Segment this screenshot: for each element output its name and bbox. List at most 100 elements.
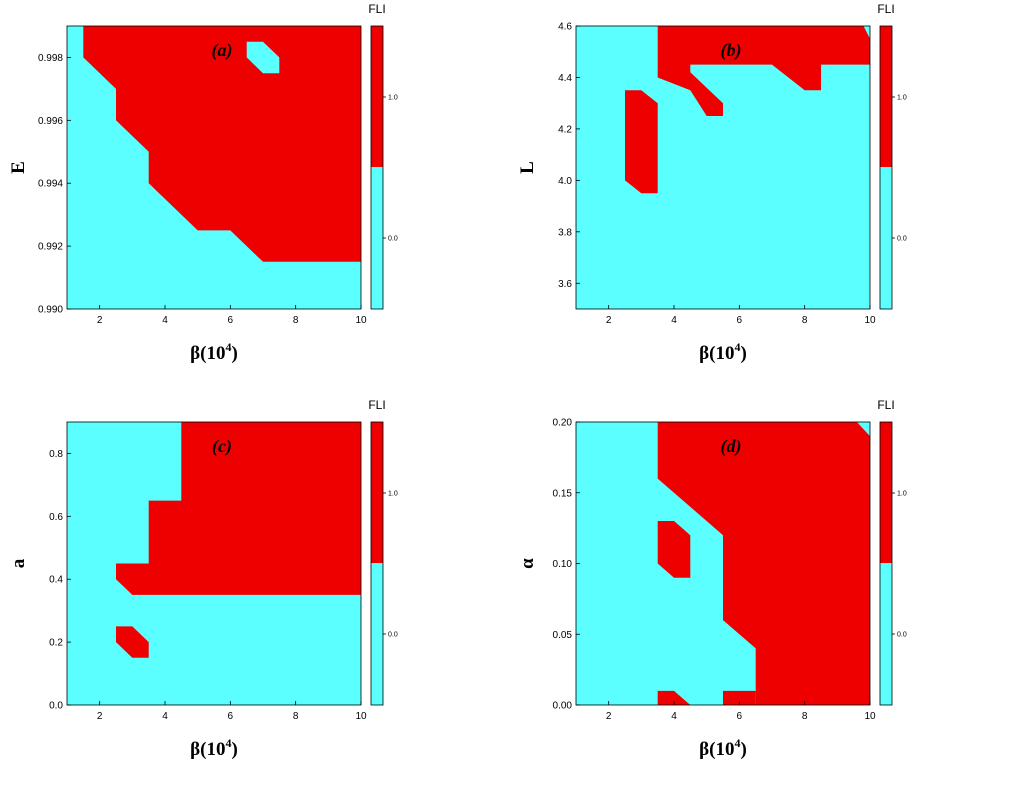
colorbar-frame [370,421,384,706]
x-tick-label: 4 [162,711,168,722]
colorbar-frame [370,25,384,310]
colorbar-tick-label: 0.0 [897,236,907,243]
colorbar-tick-label: 1.0 [388,95,398,102]
x-tick-label: 6 [737,315,743,326]
x-axis-label-close: ) [741,739,747,760]
region-chaotic-0 [83,26,362,262]
x-tick-label: 2 [97,711,103,722]
x-tick-label: 2 [606,315,612,326]
region-chaotic-1 [116,626,149,658]
x-tick-label: 10 [864,315,876,326]
y-tick-label: 0.10 [553,559,573,570]
colorbar-title: FLI [368,398,385,412]
x-tick-label: 6 [228,711,234,722]
y-tick-label: 3.8 [558,227,572,238]
plot-background-regular [576,26,870,309]
x-axis-label-superscript: 4 [735,736,741,750]
x-axis-label: β(104) [190,340,238,364]
y-tick-label: 4.0 [558,176,572,187]
colorbar-title: FLI [368,2,385,16]
x-axis-label: β(104) [699,340,747,364]
y-tick-label: 0.0 [49,701,63,712]
chart-panel-d: 2 4 6 8 10 0.00 0.05 0.10 0.15 0.20 β(104) α (d) FLI 1… [509,396,1018,792]
x-axis-label-main: β(10 [699,739,734,760]
y-tick-label: 4.2 [558,124,572,135]
y-tick-label: 0.996 [38,116,63,127]
x-axis-label-superscript: 4 [735,340,741,354]
x-axis-label-close: ) [232,739,238,760]
y-tick-label: 0.05 [553,630,573,641]
x-axis-label-main: β(10 [190,343,225,364]
panel-label: (c) [212,436,232,457]
y-tick-label: 0.15 [553,488,573,499]
y-tick-label: 0.994 [38,179,63,190]
colorbar-segment-regular [880,167,892,309]
colorbar-segment-chaotic [880,26,892,167]
x-tick-label: 6 [228,315,234,326]
x-tick-label: 10 [864,711,876,722]
x-axis-label-close: ) [232,343,238,364]
x-tick-label: 8 [293,315,299,326]
x-tick-label: 2 [606,711,612,722]
x-axis-label-superscript: 4 [226,340,232,354]
chart-panel-a: 2 4 6 8 10 0.990 0.992 0.994 0.996 0.998 β(104) E (a… [0,0,509,396]
panel-label: (b) [721,40,742,61]
colorbar-tick-label: 1.0 [897,95,907,102]
colorbar-tick-label: 0.0 [388,632,398,639]
x-axis-label: β(104) [699,736,747,760]
colorbar-segment-chaotic [880,422,892,563]
y-tick-label: 0.4 [49,575,63,586]
y-tick-label: 4.6 [558,22,572,33]
colorbar-segment-regular [880,563,892,705]
region-regular-1 [246,41,280,74]
y-tick-label: 0.990 [38,305,63,316]
y-axis-label: E [8,161,29,174]
region-chaotic-1 [625,90,658,194]
chart-panel-c: 2 4 6 8 10 0.0 0.2 0.4 0.6 0.8 β(104) a (c) FLI 1.0 0.0 [0,396,509,792]
region-chaotic-0 [116,422,361,595]
colorbar-segment-chaotic [371,26,383,167]
panel-label: (a) [212,40,233,61]
colorbar-frame [879,25,893,310]
region-chaotic-1 [657,521,691,578]
colorbar-tick-label: 0.0 [897,632,907,639]
colorbar-segment-regular [371,563,383,705]
y-tick-label: 0.20 [553,418,573,429]
colorbar-segment-chaotic [371,422,383,563]
chart-a-svg: 2 4 6 8 100.9900.9920.9940.9960.998β(104)E(a… [8,2,398,364]
y-axis-label: α [517,558,538,569]
x-tick-label: 4 [671,711,677,722]
x-tick-label: 8 [802,711,808,722]
y-tick-label: 3.6 [558,279,572,290]
colorbar-title: FLI [877,2,894,16]
y-tick-label: 0.998 [38,53,63,64]
y-tick-label: 0.8 [49,449,63,460]
region-chaotic-2 [657,690,691,705]
region-chaotic-0 [657,422,870,705]
x-axis-label-superscript: 4 [226,736,232,750]
x-tick-label: 10 [355,711,367,722]
x-tick-label: 4 [162,315,168,326]
plot-frame [66,25,362,310]
y-axis-label: L [517,161,538,174]
chart-panel-b: 2 4 6 8 10 3.6 3.8 4.0 4.2 4.4 4.6 β(104) L (b) FLI 1.0… [509,0,1018,396]
colorbar-segment-regular [371,167,383,309]
x-axis-label-close: ) [741,343,747,364]
plot-frame [575,25,871,310]
x-axis-label: β(104) [190,736,238,760]
x-tick-label: 6 [737,711,743,722]
colorbar-tick-label: 0.0 [388,236,398,243]
x-tick-label: 8 [802,315,808,326]
x-axis-label-main: β(10 [190,739,225,760]
colorbar-tick-label: 1.0 [897,491,907,498]
x-tick-label: 10 [355,315,367,326]
colorbar-frame [879,421,893,706]
x-axis-label-main: β(10 [699,343,734,364]
region-chaotic-0 [657,26,870,116]
y-tick-label: 0.2 [49,638,63,649]
chart-d-svg: 2 4 6 8 100.000.050.100.150.20β(104)α(d)FLI1… [517,398,907,760]
colorbar-tick-label: 1.0 [388,491,398,498]
y-tick-label: 4.4 [558,73,572,84]
plot-frame [66,421,362,706]
